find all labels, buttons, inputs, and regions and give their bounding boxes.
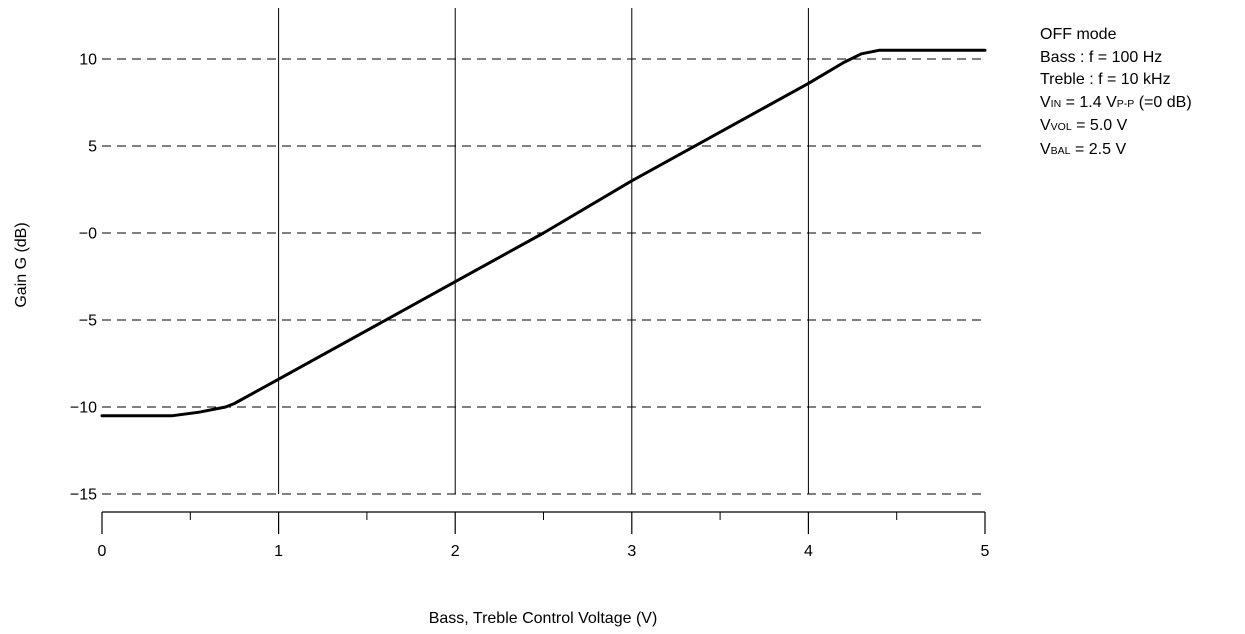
x-tick-label: 2 xyxy=(451,543,460,560)
x-tick-label: 5 xyxy=(981,543,990,560)
grid xyxy=(102,8,985,495)
note-vvol: VVOL = 5.0 V xyxy=(1040,117,1128,134)
series-layer xyxy=(100,48,987,418)
y-tick-label: 10 xyxy=(79,52,97,69)
x-tick-label: 1 xyxy=(274,543,283,560)
x-tick-label: 4 xyxy=(804,543,813,560)
note-bass: Bass : f = 100 Hz xyxy=(1040,48,1163,66)
y-tick-label: −5 xyxy=(79,313,97,330)
y-tick-label: −10 xyxy=(70,400,97,417)
conditions-note: OFF mode Bass : f = 100 Hz Treble : f = … xyxy=(1040,24,1192,162)
note-treble: Treble : f = 10 kHz xyxy=(1040,71,1171,88)
y-tick-label: −15 xyxy=(70,487,97,504)
note-mode: OFF mode xyxy=(1040,26,1117,43)
x-tick-label: 0 xyxy=(98,543,107,560)
x-axis-label: Bass, Treble Control Voltage (V) xyxy=(429,610,658,627)
y-tick-label: −0 xyxy=(79,226,97,243)
x-tick-labels: 0 1 2 3 4 5 xyxy=(98,543,990,560)
note-vbal: VBAL = 2.5 V xyxy=(1040,140,1127,158)
x-axis xyxy=(101,511,986,534)
series-line xyxy=(100,48,987,418)
y-tick-label: 5 xyxy=(88,139,97,156)
y-axis-label: Gain G (dB) xyxy=(13,222,30,307)
y-tick-labels: 10 5 −0 −5 −10 −15 xyxy=(70,52,97,504)
note-vin: VIN = 1.4 VP-P (=0 dB) xyxy=(1040,93,1192,111)
x-tick-label: 3 xyxy=(627,543,636,560)
